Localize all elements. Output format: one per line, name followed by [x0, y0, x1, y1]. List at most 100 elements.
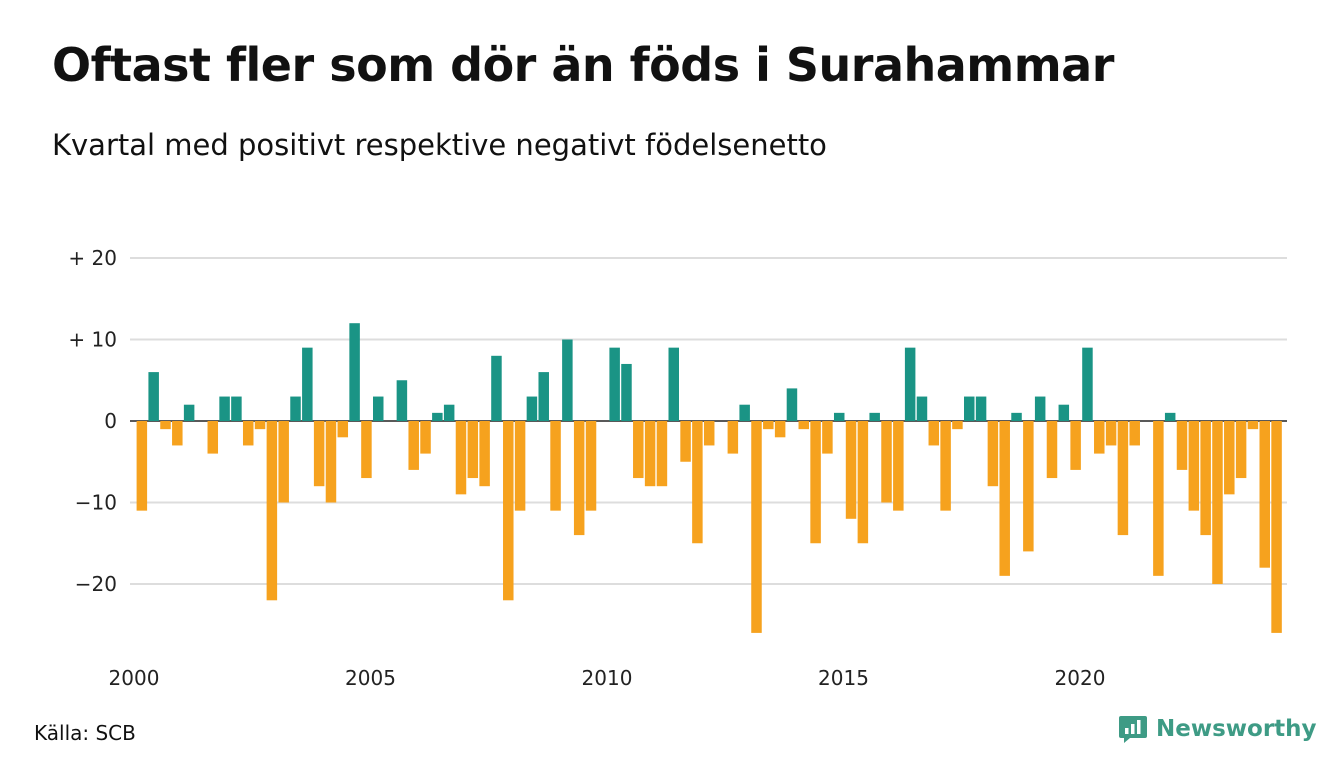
bar	[1011, 412, 1022, 421]
bar	[573, 421, 585, 536]
bar	[810, 421, 821, 544]
bar	[443, 404, 455, 421]
bar	[928, 421, 940, 446]
bar	[136, 421, 148, 511]
bar	[467, 421, 479, 479]
bar	[313, 421, 325, 487]
bar	[585, 421, 597, 511]
bar	[916, 396, 928, 421]
newsworthy-brand[interactable]: Newsworthy	[1118, 714, 1317, 744]
bar	[833, 412, 845, 421]
bar	[1259, 421, 1270, 568]
bar	[396, 380, 408, 421]
bar	[337, 421, 349, 438]
bar	[1176, 421, 1188, 470]
x-tick-label: 2000	[109, 666, 160, 690]
bar	[857, 421, 869, 544]
bar	[786, 388, 798, 421]
bar	[491, 355, 502, 421]
x-tick-label: 2015	[818, 666, 869, 690]
bar	[1117, 421, 1129, 536]
bar	[680, 421, 691, 462]
bar	[1212, 421, 1223, 584]
bar	[644, 421, 656, 487]
bar	[172, 421, 183, 446]
source-note: Källa: SCB	[34, 721, 136, 745]
bar	[904, 347, 916, 421]
bar	[349, 323, 360, 421]
bar	[999, 421, 1010, 576]
bar	[940, 421, 951, 511]
bar	[183, 404, 195, 421]
x-tick-label: 2020	[1055, 666, 1106, 690]
chart-subtitle: Kvartal med positivt respektive negativt…	[52, 128, 827, 162]
bar	[1188, 421, 1200, 511]
bar	[1200, 421, 1211, 536]
bar	[822, 421, 833, 454]
bar	[538, 372, 549, 421]
bar	[432, 412, 443, 421]
bar	[1082, 347, 1093, 421]
bar	[408, 421, 419, 470]
bar	[455, 421, 467, 495]
bar	[881, 421, 892, 503]
x-tick-label: 2005	[345, 666, 396, 690]
bar	[621, 363, 632, 421]
bar	[148, 372, 159, 421]
y-tick-label: + 10	[68, 328, 117, 352]
bar	[1164, 412, 1176, 421]
bar	[869, 412, 880, 421]
bar	[1034, 396, 1046, 421]
bar	[1153, 421, 1164, 576]
bar	[633, 421, 644, 479]
bar	[1046, 421, 1058, 479]
bar	[609, 347, 620, 421]
bar	[1247, 421, 1259, 430]
brand-name: Newsworthy	[1156, 716, 1317, 742]
bar	[1224, 421, 1235, 495]
bar	[763, 421, 774, 430]
bar	[964, 396, 975, 421]
bar	[503, 421, 514, 601]
bar	[703, 421, 715, 446]
bar	[1070, 421, 1081, 470]
bar	[325, 421, 337, 503]
bar	[1058, 404, 1070, 421]
bar	[278, 421, 289, 503]
y-tick-label: −10	[75, 491, 117, 515]
bar	[893, 421, 904, 511]
bar	[668, 347, 679, 421]
bar	[290, 396, 301, 421]
bar	[219, 396, 230, 421]
bar	[798, 421, 810, 430]
bar	[479, 421, 490, 487]
x-axis: 2000 2005 2010 2015 2020	[109, 666, 1106, 690]
bar	[1023, 421, 1034, 552]
y-tick-label: −20	[75, 572, 117, 596]
bar	[207, 421, 219, 454]
bar	[774, 421, 786, 438]
bar	[160, 421, 171, 430]
bar	[420, 421, 431, 454]
bar	[975, 396, 987, 421]
bar	[739, 404, 750, 421]
bar	[751, 421, 762, 633]
bar	[845, 421, 857, 519]
bar	[373, 396, 384, 421]
bar	[656, 421, 668, 487]
x-tick-label: 2010	[582, 666, 633, 690]
bar	[231, 396, 242, 421]
bar	[514, 421, 526, 511]
bar	[550, 421, 561, 511]
y-tick-label: + 20	[68, 246, 117, 270]
bar	[727, 421, 739, 454]
bar	[361, 421, 372, 479]
y-tick-label: 0	[104, 409, 117, 433]
bar	[987, 421, 999, 487]
y-axis: + 20 + 10 0 −10 −20	[68, 246, 117, 596]
bar	[562, 339, 573, 421]
bar	[242, 421, 254, 446]
bar	[1094, 421, 1105, 454]
bar	[1129, 421, 1140, 446]
